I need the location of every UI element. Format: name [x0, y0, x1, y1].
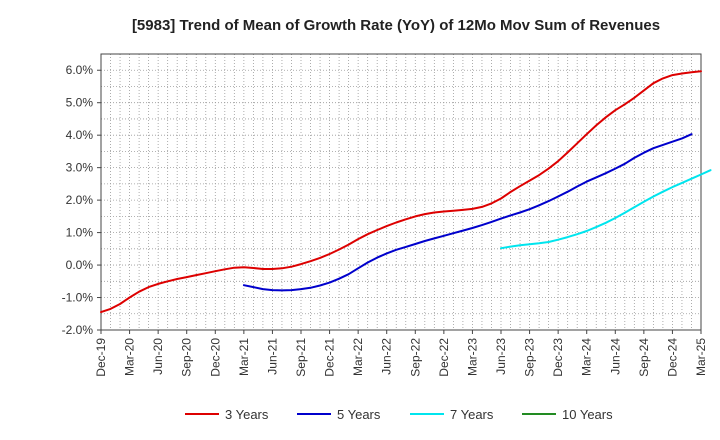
- x-tick-label: Jun-22: [380, 338, 394, 375]
- legend-label: 3 Years: [225, 407, 269, 422]
- legend-label: 7 Years: [450, 407, 494, 422]
- y-tick-label: 1.0%: [66, 226, 94, 240]
- legend-label: 5 Years: [337, 407, 381, 422]
- legend-label: 10 Years: [562, 407, 613, 422]
- y-tick-label: 6.0%: [66, 63, 94, 77]
- x-tick-label: Sep-24: [637, 338, 651, 377]
- y-tick-label: 4.0%: [66, 128, 94, 142]
- x-tick-label: Mar-22: [351, 338, 365, 376]
- x-tick-label: Mar-25: [694, 338, 708, 376]
- x-tick-label: Dec-22: [437, 338, 451, 377]
- x-tick-label: Mar-23: [465, 338, 479, 376]
- x-tick-label: Sep-22: [408, 338, 422, 377]
- series-line-5-years: [242, 133, 693, 292]
- plot-frame: [100, 53, 702, 331]
- y-tick-label: 0.0%: [66, 258, 94, 272]
- chart-title: [5983] Trend of Mean of Growth Rate (YoY…: [132, 17, 660, 34]
- x-tick-label: Dec-24: [665, 338, 679, 377]
- x-tick-label: Jun-21: [265, 338, 279, 375]
- x-tick-label: Jun-20: [151, 338, 165, 375]
- x-tick-label: Jun-24: [608, 338, 622, 375]
- x-tick-label: Mar-21: [237, 338, 251, 376]
- x-tick-label: Dec-19: [94, 338, 108, 377]
- x-tick-label: Sep-21: [294, 338, 308, 377]
- x-tick-label: Mar-24: [580, 338, 594, 376]
- x-tick-label: Sep-23: [523, 338, 537, 377]
- x-tick-label: Sep-20: [180, 338, 194, 377]
- y-tick-label: 2.0%: [66, 193, 94, 207]
- legend: 3 Years 5 Years 7 Years 10 Years: [185, 407, 613, 422]
- x-tick-label: Jun-23: [494, 338, 508, 375]
- grid: [100, 53, 702, 331]
- y-tick-label: -1.0%: [62, 291, 94, 305]
- x-tick-label: Dec-23: [551, 338, 565, 377]
- x-tick-label: Dec-20: [208, 338, 222, 377]
- x-axis: Dec-19 Mar-20 Jun-20 Sep-20 Dec-20 Mar-21 Jun-…: [94, 330, 708, 377]
- x-tick-label: Dec-21: [323, 338, 337, 377]
- series-line-3-years: [100, 70, 702, 314]
- series-line-7-years: [500, 169, 712, 250]
- y-tick-label: -2.0%: [62, 323, 94, 337]
- y-tick-label: 5.0%: [66, 96, 94, 110]
- plot-area: [100, 70, 712, 314]
- x-tick-label: Mar-20: [123, 338, 137, 376]
- y-axis: -2.0% -1.0% 0.0% 1.0% 2.0% 3.0% 4.0% 5.0% 6.0%: [62, 63, 101, 337]
- y-tick-label: 3.0%: [66, 161, 94, 175]
